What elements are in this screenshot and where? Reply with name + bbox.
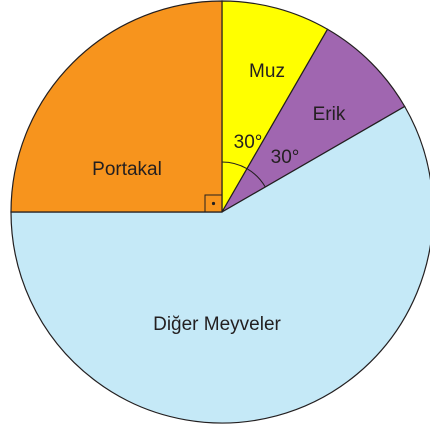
angle-label: 30° xyxy=(234,132,263,153)
angle-arc xyxy=(221,161,248,170)
angle-arc xyxy=(246,168,266,188)
slice-label: Portakal xyxy=(92,159,162,180)
slice-label: Erik xyxy=(313,104,346,125)
pie-slice xyxy=(220,28,406,214)
slice-label: Diğer Meyveler xyxy=(153,314,281,335)
slice-label: Muz xyxy=(249,61,285,82)
right-angle-marker xyxy=(204,194,223,213)
pie-slice xyxy=(10,0,223,213)
right-angle-dot xyxy=(211,201,216,206)
angle-label: 30° xyxy=(271,147,300,168)
pie-slice xyxy=(10,105,430,424)
pie-slice xyxy=(221,0,329,215)
